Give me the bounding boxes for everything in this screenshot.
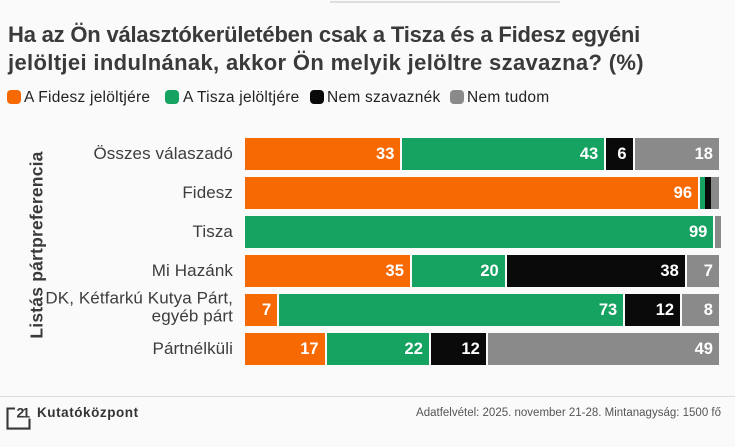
svg-text:21: 21 [17, 405, 31, 420]
